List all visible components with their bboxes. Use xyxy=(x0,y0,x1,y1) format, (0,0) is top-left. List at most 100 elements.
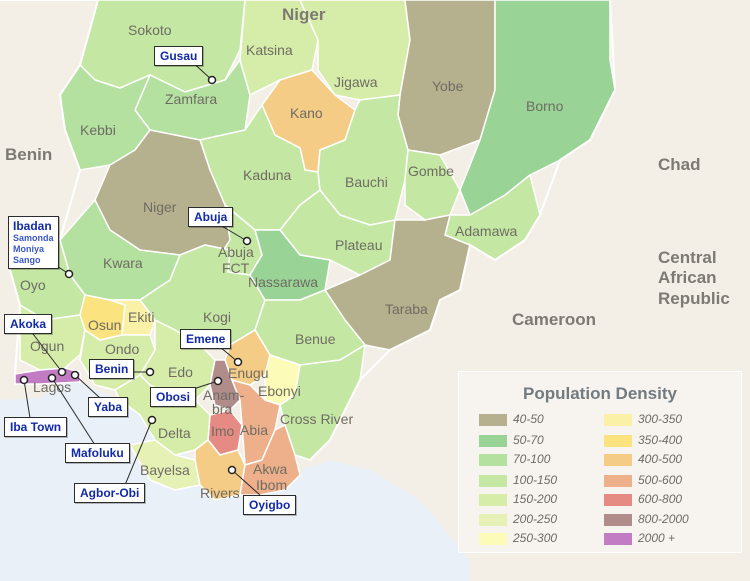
city-name-benin: Benin xyxy=(95,362,129,376)
marker-yaba[interactable] xyxy=(70,370,80,380)
marker-mafoluku[interactable] xyxy=(47,373,57,383)
city-label-ibadan[interactable]: Ibadan Samonda Moniya Sango xyxy=(8,216,59,269)
legend-label-11: 600-800 xyxy=(638,492,683,506)
label-ondo: Ondo xyxy=(105,341,139,357)
legend-label-5: 200-250 xyxy=(513,512,558,526)
city-label-mafoluku[interactable]: Mafoluku xyxy=(65,443,130,463)
city-name-obosi: Obosi xyxy=(156,390,191,404)
sea xyxy=(0,378,470,581)
leader-akoka xyxy=(29,329,63,373)
marker-obosi[interactable] xyxy=(213,376,223,386)
label-kwara: Kwara xyxy=(103,255,143,271)
legend-item-11: 600-800 xyxy=(604,492,682,506)
label-oyo: Oyo xyxy=(20,277,46,293)
label-fct: FCT xyxy=(222,260,250,276)
country-car-line3: Republic xyxy=(658,289,730,308)
legend-swatch-2 xyxy=(479,453,507,466)
label-niger: Niger xyxy=(143,199,177,215)
city-label-agbor-obi[interactable]: Agbor-Obi xyxy=(74,483,146,503)
marker-emene[interactable] xyxy=(233,357,243,367)
city-name-iba-town: Iba Town xyxy=(10,420,62,434)
label-abia: Abia xyxy=(240,422,268,438)
label-imo: Imo xyxy=(211,423,235,439)
legend-label-7: 300-350 xyxy=(638,412,683,426)
legend-swatch-1 xyxy=(479,434,507,447)
marker-ibadan[interactable] xyxy=(64,269,74,279)
label-edo: Edo xyxy=(168,364,193,380)
legend-swatch-4 xyxy=(479,493,507,506)
label-enugu: Enugu xyxy=(228,365,268,381)
city-sub-sango: Sango xyxy=(13,255,41,265)
legend-swatch-13 xyxy=(604,532,632,545)
label-ebonyi: Ebonyi xyxy=(258,383,301,399)
city-label-abuja[interactable]: Abuja xyxy=(188,207,234,227)
city-label-iba-town[interactable]: Iba Town xyxy=(4,417,68,437)
city-name-akoka: Akoka xyxy=(10,317,47,331)
legend-label-1: 50-70 xyxy=(513,433,544,447)
label-kogi: Kogi xyxy=(203,309,231,325)
label-ekiti: Ekiti xyxy=(128,309,154,325)
label-cross-river: Cross River xyxy=(280,411,353,427)
city-name-agbor-obi: Agbor-Obi xyxy=(80,486,140,500)
legend-swatch-3 xyxy=(479,474,507,487)
legend-item-1: 50-70 xyxy=(479,433,544,447)
label-lagos: Lagos xyxy=(33,379,71,395)
label-borno: Borno xyxy=(526,98,564,114)
label-kebbi: Kebbi xyxy=(80,122,116,138)
city-label-yaba[interactable]: Yaba xyxy=(88,397,129,417)
marker-oyigbo[interactable] xyxy=(227,465,237,475)
legend-item-0: 40-50 xyxy=(479,412,544,426)
legend-item-3: 100-150 xyxy=(479,473,557,487)
legend-swatch-12 xyxy=(604,513,632,526)
legend-title: Population Density xyxy=(523,384,677,403)
city-label-akoka[interactable]: Akoka xyxy=(4,314,53,334)
legend-label-0: 40-50 xyxy=(513,412,544,426)
marker-abuja[interactable] xyxy=(242,236,252,246)
legend-item-7: 300-350 xyxy=(604,412,682,426)
city-name-oyigbo: Oyigbo xyxy=(249,498,291,512)
label-taraba: Taraba xyxy=(385,301,428,317)
city-name-emene: Emene xyxy=(186,332,226,346)
legend-item-2: 70-100 xyxy=(479,452,550,466)
legend-label-13: 2000 + xyxy=(638,531,676,545)
eastern-border xyxy=(309,0,617,461)
legend-label-10: 500-600 xyxy=(638,473,683,487)
label-katsina: Katsina xyxy=(246,42,293,58)
country-benin: Benin xyxy=(5,145,52,164)
legend-swatch-0 xyxy=(479,413,507,426)
city-name-ibadan: Ibadan xyxy=(13,219,52,233)
state-anambra xyxy=(209,359,241,411)
label-anambra-line2: bra xyxy=(212,401,232,417)
city-sub-samonda: Samonda xyxy=(13,233,54,243)
country-cameroon: Cameroon xyxy=(512,310,596,329)
city-label-gusau[interactable]: Gusau xyxy=(154,46,204,66)
label-ibom: Ibom xyxy=(256,477,287,493)
legend-item-9: 400-500 xyxy=(604,452,682,466)
legend-swatch-5 xyxy=(479,513,507,526)
leader-yaba xyxy=(74,374,101,399)
legend-label-9: 400-500 xyxy=(638,452,683,466)
marker-iba-town[interactable] xyxy=(19,375,29,385)
marker-agbor-obi[interactable] xyxy=(147,415,157,425)
country-car-line2: African xyxy=(658,268,717,287)
city-label-oyigbo[interactable]: Oyigbo xyxy=(243,495,297,515)
label-plateau: Plateau xyxy=(335,237,382,253)
city-label-obosi[interactable]: Obosi xyxy=(150,387,197,407)
label-abuja: Abuja xyxy=(218,244,254,260)
label-zamfara: Zamfara xyxy=(165,91,217,107)
legend-item-10: 500-600 xyxy=(604,473,682,487)
city-label-benin[interactable]: Benin xyxy=(89,359,135,379)
marker-gusau[interactable] xyxy=(207,75,217,85)
legend-swatch-7 xyxy=(604,413,632,426)
city-label-emene[interactable]: Emene xyxy=(180,329,232,349)
city-name-gusau: Gusau xyxy=(160,49,198,63)
marker-akoka[interactable] xyxy=(57,367,67,377)
leader-oyigbo xyxy=(231,469,261,496)
legend-swatch-6 xyxy=(479,532,507,545)
city-name-abuja: Abuja xyxy=(194,210,228,224)
label-jigawa: Jigawa xyxy=(334,74,378,90)
legend-label-6: 250-300 xyxy=(513,531,558,545)
marker-benin[interactable] xyxy=(145,367,155,377)
legend-item-5: 200-250 xyxy=(479,512,557,526)
legend-item-4: 150-200 xyxy=(479,492,557,506)
